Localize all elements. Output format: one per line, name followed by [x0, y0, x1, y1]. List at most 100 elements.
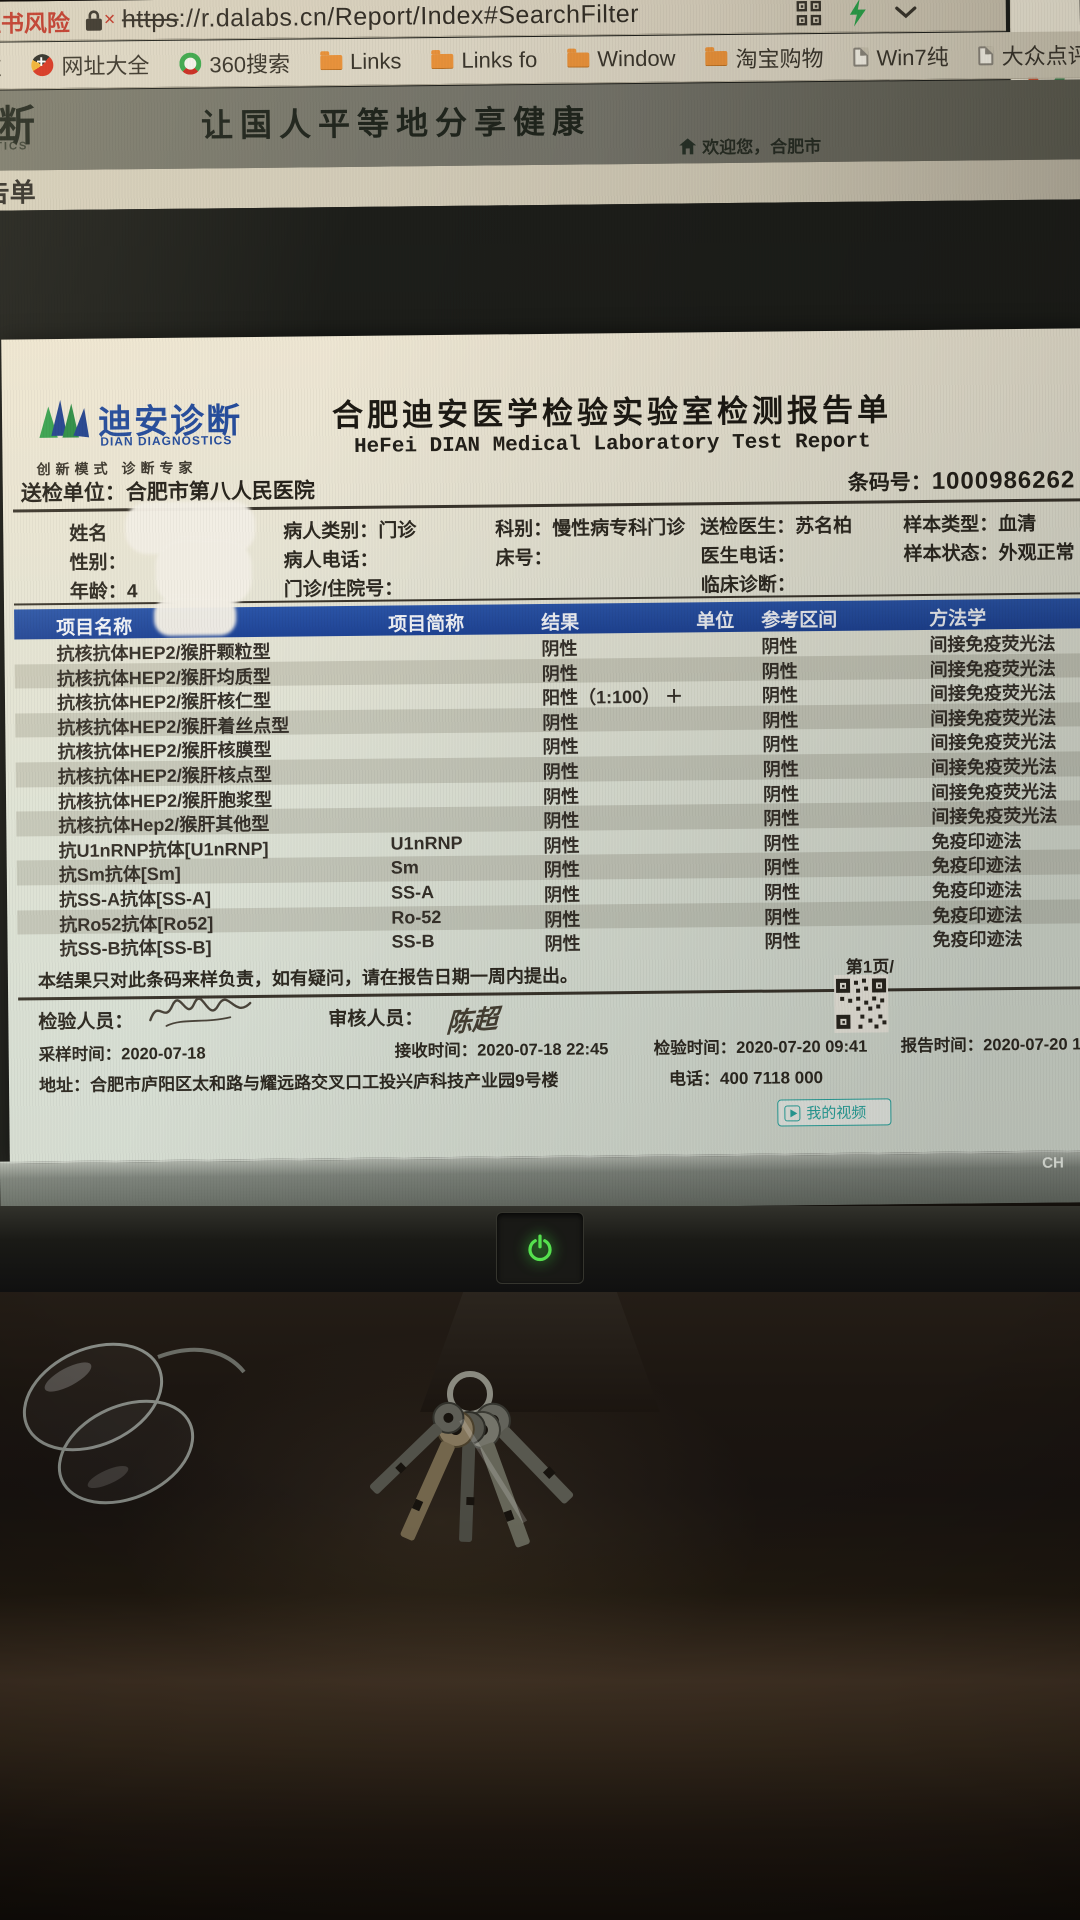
- cell-reference: 阴性: [762, 783, 800, 805]
- receive-time: 接收时间：2020-07-18 22:45: [394, 1040, 609, 1061]
- cell-result: 阴性: [543, 835, 580, 856]
- chevron-down-icon[interactable]: [894, 5, 918, 19]
- welcome-link[interactable]: 欢迎您，合肥市: [679, 132, 821, 158]
- visit-number-label: 门诊/住院号：: [283, 578, 404, 601]
- reviewer-signature: 陈超: [445, 1004, 499, 1039]
- clinical-diagnosis-label: 临床诊断：: [700, 574, 796, 597]
- play-icon: [784, 1104, 801, 1121]
- site-banner: 断 TICS 让国人平等地分享健康 欢迎您，合肥市: [0, 79, 1080, 171]
- cell-reference: 阴性: [762, 734, 799, 756]
- doctor-phone-label: 医生电话：: [700, 545, 796, 568]
- redaction-blob: [155, 539, 253, 607]
- page-icon: [853, 47, 869, 67]
- lab-report-page: 迪安诊断 DIAN DIAGNOSTICS 创新模式 诊断专家 合肥迪安医学检验…: [1, 328, 1080, 1162]
- bookmark-item[interactable]: Win7纯: [853, 40, 949, 73]
- dian-name-en: DIAN DIAGNOSTICS: [100, 433, 233, 449]
- s360-icon: [179, 52, 202, 75]
- sample-time: 采样时间：2020-07-18: [38, 1044, 206, 1065]
- bookmark-item[interactable]: Links fo: [431, 47, 537, 74]
- sample-type: 样本类型：血清: [903, 513, 1037, 537]
- gender-label: 性别：: [69, 552, 127, 574]
- cell-result: 阴性: [541, 663, 578, 684]
- folder-icon: [567, 51, 590, 68]
- bookmark-item[interactable]: Window: [567, 46, 676, 73]
- certificate-warning[interactable]: 证书风险: [0, 9, 71, 37]
- cell-abbreviation: Sm: [390, 857, 419, 878]
- qr-code: [833, 974, 889, 1033]
- page-tab-fragment: 告单: [0, 177, 36, 208]
- cell-result: 阴性: [543, 810, 580, 832]
- insecure-lock-icon: ✕: [84, 8, 116, 32]
- redaction-blob: [153, 597, 237, 637]
- home-icon: [679, 137, 697, 154]
- cell-abbreviation: SS-A: [390, 882, 435, 903]
- folder-icon: [320, 54, 343, 70]
- folder-icon: [705, 50, 728, 66]
- power-button[interactable]: [496, 1212, 584, 1284]
- ordering-doctor: 送检医生：苏名柏: [700, 515, 853, 539]
- page-icon: [978, 45, 994, 65]
- cell-reference: 阴性: [764, 906, 801, 928]
- inspector-label: 检验人员：: [38, 1011, 134, 1034]
- department: 科别：慢性病专科门诊: [495, 517, 686, 541]
- patient-phone-label: 病人电话：: [283, 549, 379, 572]
- cell-result: 阴性: [542, 712, 579, 733]
- bookmark-item[interactable]: 大众点评: [978, 38, 1080, 71]
- cell-reference: 阴性: [761, 685, 799, 706]
- nav-icon: [31, 54, 54, 77]
- inspector-signature: [149, 997, 252, 1027]
- site-slogan: 让国人平等地分享健康: [200, 103, 592, 144]
- bed-label: 床号：: [495, 547, 553, 570]
- bookmark-overflow-fragment[interactable]: 歌: [0, 50, 2, 82]
- taskbar: CH: [0, 1150, 1080, 1214]
- cell-result: 阴性: [544, 933, 581, 955]
- cell-result: 阴性: [543, 859, 580, 881]
- lab-address: 地址：合肥市庐阳区太和路与耀远路交叉口工投兴庐科技产业园9号楼: [38, 1070, 559, 1096]
- accelerator-lightning-icon[interactable]: [848, 0, 868, 27]
- qr-scan-icon[interactable]: [796, 0, 822, 26]
- cell-reference: 阴性: [763, 882, 801, 903]
- dian-logo: 迪安诊断 DIAN DIAGNOSTICS 创新模式 诊断专家: [36, 393, 267, 485]
- cell-abbreviation: Ro-52: [391, 906, 442, 928]
- reviewer-label: 审核人员：: [328, 1008, 424, 1031]
- url-field[interactable]: https://r.dalabs.cn/Report/Index#SearchF…: [121, 0, 640, 34]
- cell-abbreviation: U1nRNP: [390, 832, 463, 854]
- bookmark-item[interactable]: Links: [320, 48, 402, 75]
- test-time: 检验时间：2020-07-20 09:41: [653, 1037, 868, 1058]
- bookmark-item[interactable]: 淘宝购物: [705, 41, 824, 74]
- sample-status: 样本状态：外观正常: [903, 542, 1075, 566]
- cell-reference: 阴性: [763, 857, 800, 879]
- bookmark-item[interactable]: 360搜索: [179, 47, 290, 80]
- site-logo-sub-fragment: TICS: [0, 140, 29, 153]
- cell-method: 免疫印迹法: [932, 929, 1023, 951]
- cell-reference: 阴性: [761, 636, 798, 657]
- report-time: 报告时间：2020-07-20 18:15: [900, 1035, 1080, 1056]
- power-icon: [528, 1234, 552, 1262]
- page-background: [0, 199, 1080, 343]
- cell-result: 阴性: [544, 909, 581, 930]
- cell-reference: 阴性: [763, 808, 800, 829]
- monitor-screen: 证书风险 ✕ https://r.dalabs.cn/Report/Index#…: [0, 0, 1080, 1214]
- cell-result: 阴性: [542, 736, 579, 758]
- cell-reference: 阴性: [762, 710, 799, 731]
- desk: [0, 1292, 1080, 1920]
- cell-test-name: 抗SS-B抗体[SS-B]: [59, 937, 212, 960]
- keychain: [369, 1371, 574, 1548]
- cell-reference: 阴性: [761, 660, 798, 682]
- cell-result: 阴性: [543, 884, 581, 905]
- barcode-number: 条码号：1000986262: [847, 466, 1076, 495]
- patient-type: 病人类别：门诊: [283, 520, 417, 543]
- cell-result: 阴性: [542, 761, 579, 782]
- my-video-button[interactable]: 我的视频: [777, 1098, 892, 1127]
- lab-phone: 电话：400 7118 000: [668, 1068, 824, 1089]
- age: 年龄：4: [69, 581, 138, 603]
- dian-fan-icon: [39, 399, 90, 438]
- ime-indicator[interactable]: CH: [1042, 1154, 1064, 1172]
- results-table-body: 抗核抗体HEP2/猴肝颗粒型 阴性 阴性 间接免疫荧光法 抗核抗体HEP2/猴肝…: [14, 628, 1080, 959]
- cell-result: 阴性: [542, 786, 580, 807]
- cell-abbreviation: SS-B: [391, 931, 435, 952]
- bookmark-item[interactable]: 网址大全: [31, 48, 150, 81]
- cell-result: 阴性: [541, 638, 578, 659]
- disclaimer-note: 本结果只对此条码来样负责，如有疑问，请在报告日期一周内提出。: [37, 965, 579, 992]
